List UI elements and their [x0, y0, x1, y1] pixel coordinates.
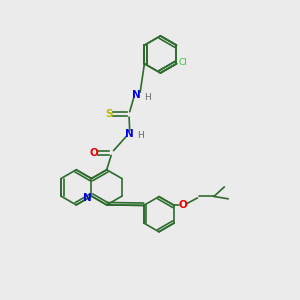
Text: N: N	[125, 129, 134, 139]
Text: O: O	[89, 148, 98, 158]
Text: H: H	[137, 131, 144, 140]
Text: S: S	[105, 109, 113, 119]
Text: N: N	[83, 193, 92, 202]
Text: Cl: Cl	[179, 58, 188, 67]
Text: N: N	[132, 90, 141, 100]
Text: H: H	[145, 93, 151, 102]
Text: O: O	[178, 200, 187, 210]
